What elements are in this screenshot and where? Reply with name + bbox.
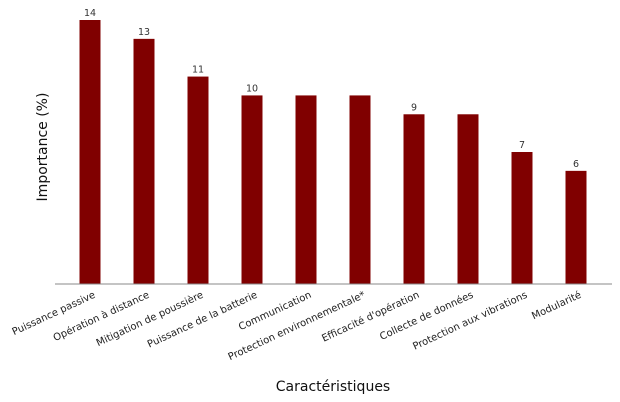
bar-operation-a-distance [133,38,155,284]
bar-protection-aux-vibrations [511,152,533,284]
data-label-puissance-passive: 14 [84,8,96,19]
data-label-efficacite-d-operation: 9 [411,102,417,113]
bar-modularite [565,170,587,284]
data-label-operation-a-distance: 13 [138,27,150,38]
bar-collecte-de-donnees [457,114,479,285]
data-labels-group: 14 13 11 10 9 7 6 [84,8,579,170]
bar-puissance-de-la-batterie [241,95,263,284]
bar-mitigation-de-poussiere [187,76,209,284]
data-label-modularite: 6 [573,159,579,170]
data-label-mitigation-de-poussiere: 11 [192,65,204,76]
bar-protection-environnementale [349,95,371,284]
data-label-puissance-de-la-batterie: 10 [246,83,258,94]
bar-puissance-passive [79,20,101,284]
bars-group [79,20,587,285]
y-axis-title: Importance (%) [35,93,51,202]
bar-communication [295,95,317,284]
data-label-protection-aux-vibrations: 7 [519,140,525,151]
x-tick-label-efficacite-d-operation: Efficacité d'opération [320,289,421,345]
x-axis-title: Caractéristiques [276,379,390,395]
x-tick-label-modularite: Modularité [530,289,583,322]
bar-efficacite-d-operation [403,114,425,285]
